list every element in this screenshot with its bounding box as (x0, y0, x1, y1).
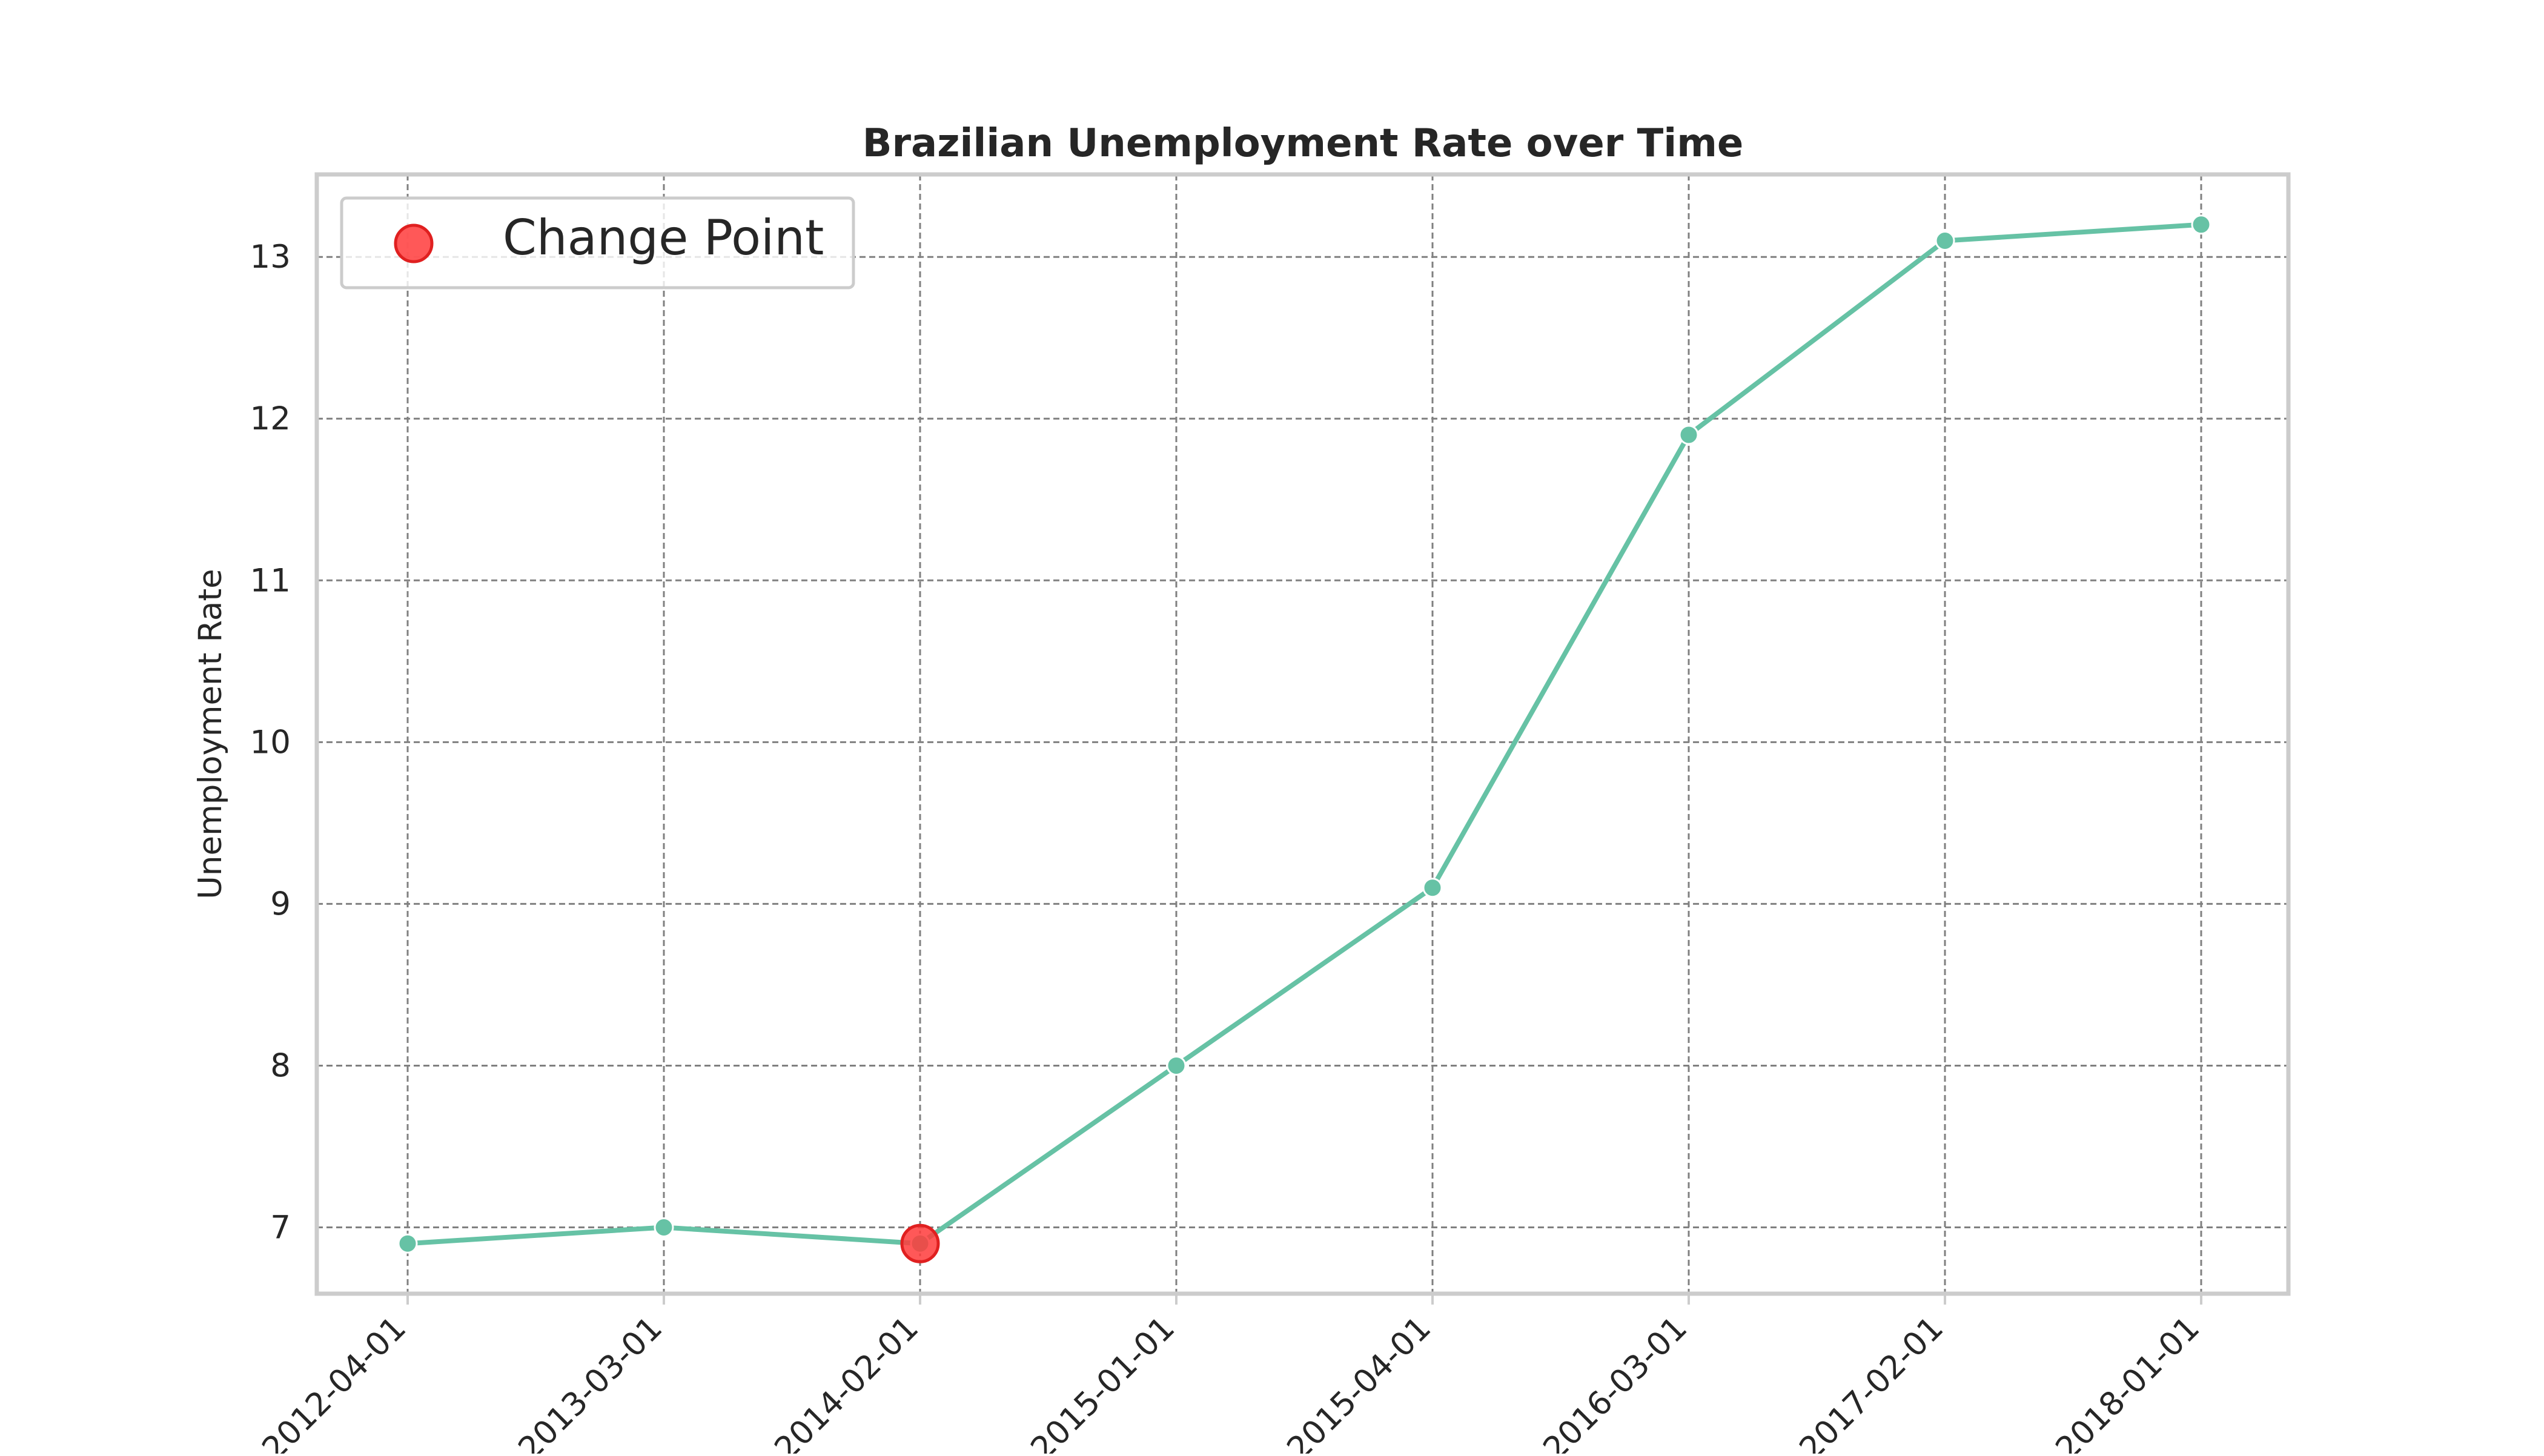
legend-label-change-point: Change Point (503, 210, 824, 266)
legend-box (340, 196, 855, 290)
y-tick-label: 12 (250, 400, 291, 437)
data-point (1935, 230, 1955, 251)
data-point (1678, 425, 1699, 445)
y-tick-label: 10 (250, 724, 291, 761)
y-tick-labels: 7 8 9 10 11 12 13 (250, 239, 291, 1246)
y-tick-label: 13 (250, 239, 291, 276)
change-point-marker (900, 1223, 940, 1263)
y-axis-label: Unemployment Rate (192, 569, 229, 899)
data-point (1166, 1055, 1187, 1076)
y-tick-label: 8 (270, 1047, 291, 1084)
y-tick-label: 9 (270, 885, 291, 922)
series (407, 222, 2202, 1246)
data-point (2191, 214, 2211, 235)
legend-change-point-marker (394, 223, 434, 263)
data-point (397, 1233, 418, 1254)
data-points (397, 214, 2211, 1254)
data-point (654, 1217, 674, 1238)
chart-title: Brazilian Unemployment Rate over Time (863, 121, 1744, 166)
change-points (900, 1223, 940, 1263)
series-line (407, 222, 2202, 1246)
plot-frame (314, 172, 2291, 1296)
grid (317, 174, 2288, 1305)
legend: Change Point (340, 196, 855, 290)
data-point (1422, 878, 1443, 898)
y-tick-label: 11 (250, 562, 291, 599)
y-tick-label: 7 (270, 1209, 291, 1246)
